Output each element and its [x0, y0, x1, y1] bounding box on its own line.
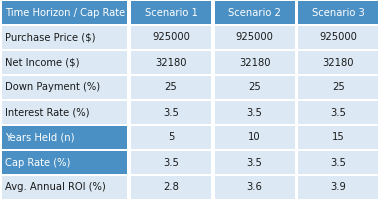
Text: Avg. Annual ROI (%): Avg. Annual ROI (%) [5, 182, 106, 192]
Bar [215, 1, 294, 24]
Bar [131, 151, 211, 174]
Text: Time Horizon / Cap Rate: Time Horizon / Cap Rate [5, 7, 125, 18]
Text: 3.6: 3.6 [247, 182, 263, 192]
Bar [213, 175, 296, 200]
Text: 25: 25 [332, 82, 345, 92]
Text: 3.5: 3.5 [247, 108, 263, 117]
Bar [298, 101, 378, 124]
Text: 10: 10 [248, 132, 261, 142]
Bar [215, 151, 294, 174]
Bar [129, 175, 213, 200]
Bar [215, 76, 294, 99]
Bar [2, 151, 127, 174]
Text: Years Held (n): Years Held (n) [5, 132, 74, 142]
Text: 32180: 32180 [155, 58, 187, 68]
Bar [298, 1, 378, 24]
Bar [2, 101, 127, 124]
Text: Cap Rate (%): Cap Rate (%) [5, 158, 70, 168]
Bar [129, 25, 213, 50]
Bar [215, 51, 294, 74]
Bar [213, 25, 296, 50]
Bar [129, 150, 213, 175]
Bar [129, 0, 213, 25]
Bar [131, 26, 211, 49]
Text: Net Income ($): Net Income ($) [5, 58, 79, 68]
Bar [0, 125, 129, 150]
Bar [215, 101, 294, 124]
Text: 5: 5 [168, 132, 174, 142]
Text: 3.5: 3.5 [247, 158, 263, 168]
Bar [131, 76, 211, 99]
Text: 32180: 32180 [239, 58, 270, 68]
Bar [2, 1, 127, 24]
Text: 2.8: 2.8 [163, 182, 179, 192]
Text: Purchase Price ($): Purchase Price ($) [5, 32, 95, 43]
Text: 925000: 925000 [319, 32, 357, 43]
Bar [0, 150, 129, 175]
Text: Down Payment (%): Down Payment (%) [5, 82, 100, 92]
Bar [0, 25, 129, 50]
Bar [296, 150, 380, 175]
Text: 3.5: 3.5 [163, 108, 179, 117]
Bar [131, 126, 211, 149]
Bar [296, 75, 380, 100]
Bar [131, 176, 211, 199]
Bar [298, 26, 378, 49]
Bar [213, 0, 296, 25]
Bar [131, 1, 211, 24]
Bar [129, 100, 213, 125]
Text: Scenario 3: Scenario 3 [312, 7, 364, 18]
Bar [2, 76, 127, 99]
Text: 25: 25 [165, 82, 177, 92]
Bar [296, 175, 380, 200]
Bar [0, 75, 129, 100]
Text: Scenario 2: Scenario 2 [228, 7, 281, 18]
Bar [296, 125, 380, 150]
Bar [213, 150, 296, 175]
Bar [298, 51, 378, 74]
Bar [0, 0, 129, 25]
Bar [2, 51, 127, 74]
Text: 3.5: 3.5 [330, 158, 346, 168]
Bar [213, 50, 296, 75]
Bar [129, 125, 213, 150]
Bar [296, 100, 380, 125]
Text: 925000: 925000 [152, 32, 190, 43]
Text: Interest Rate (%): Interest Rate (%) [5, 108, 89, 117]
Bar [298, 151, 378, 174]
Bar [2, 26, 127, 49]
Text: 3.5: 3.5 [163, 158, 179, 168]
Bar [215, 126, 294, 149]
Bar [213, 75, 296, 100]
Text: 3.9: 3.9 [330, 182, 346, 192]
Bar [213, 125, 296, 150]
Bar [298, 176, 378, 199]
Bar [129, 75, 213, 100]
Bar [215, 26, 294, 49]
Text: 32180: 32180 [323, 58, 354, 68]
Bar [2, 126, 127, 149]
Bar [296, 0, 380, 25]
Bar [0, 50, 129, 75]
Bar [131, 51, 211, 74]
Bar [129, 50, 213, 75]
Bar [215, 176, 294, 199]
Bar [296, 50, 380, 75]
Bar [298, 76, 378, 99]
Text: 3.5: 3.5 [330, 108, 346, 117]
Bar [131, 101, 211, 124]
Text: Scenario 1: Scenario 1 [144, 7, 198, 18]
Bar [2, 176, 127, 199]
Bar [298, 126, 378, 149]
Bar [0, 175, 129, 200]
Bar [0, 100, 129, 125]
Text: 25: 25 [248, 82, 261, 92]
Bar [213, 100, 296, 125]
Text: 15: 15 [332, 132, 345, 142]
Text: 925000: 925000 [236, 32, 274, 43]
Bar [296, 25, 380, 50]
